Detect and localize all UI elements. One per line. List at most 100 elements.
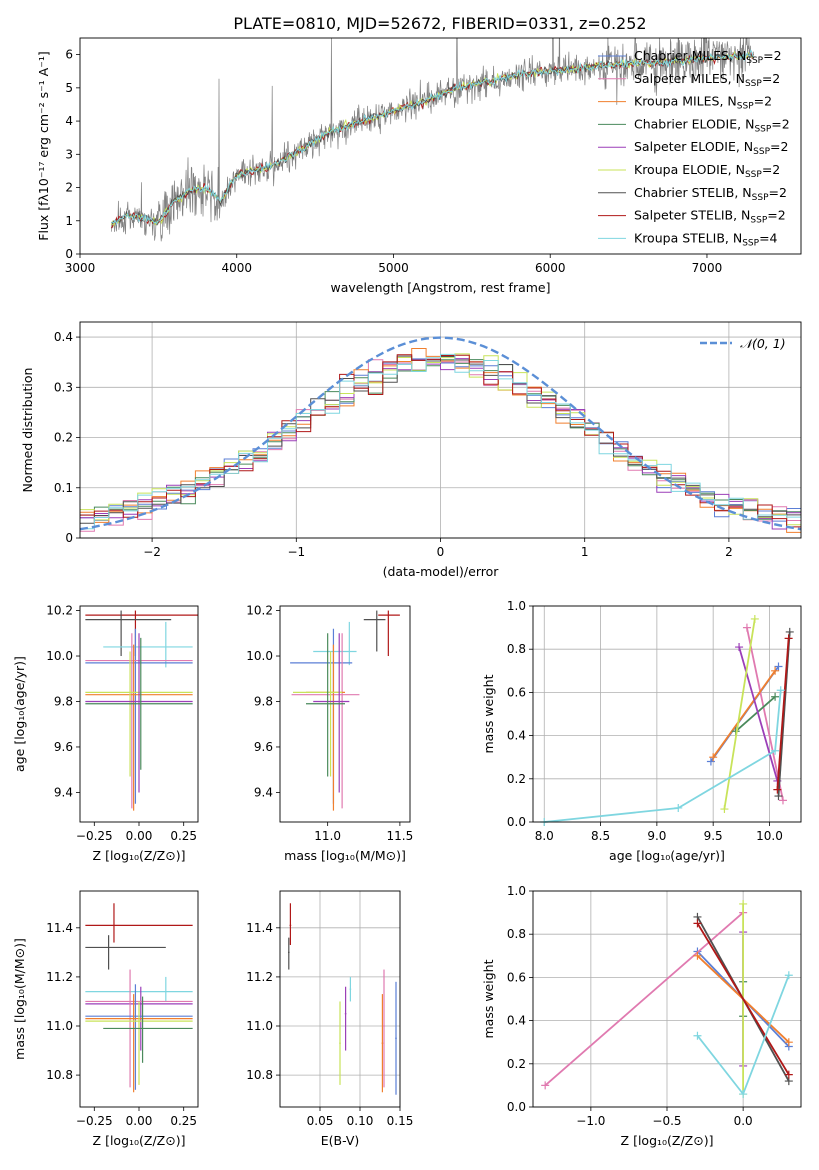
y-tick-label: 11.2	[246, 970, 273, 984]
y-tick-label: 1	[65, 214, 73, 228]
weight-marker	[771, 746, 780, 755]
y-axis-label: mass [log₁₀(M/M⊙)]	[12, 938, 27, 1060]
y-tick-label: 0.6	[507, 685, 526, 699]
y-axis-label: mass weight	[481, 959, 496, 1038]
histogram-step	[80, 353, 801, 530]
y-tick-label: 10.8	[246, 1068, 273, 1082]
x-tick-label: 4000	[221, 261, 252, 275]
x-tick-label: 2	[725, 545, 733, 559]
weight-marker	[784, 971, 793, 980]
x-tick-label: 3000	[65, 261, 96, 275]
y-tick-label: 5	[65, 81, 73, 95]
axes-frame	[532, 890, 802, 1108]
data-spectrum-line	[110, 38, 755, 242]
y-tick-label: 10.2	[246, 604, 273, 618]
y-tick-label: 0	[65, 247, 73, 261]
y-tick-label: 0.1	[54, 481, 73, 495]
x-tick-label: 10.0	[756, 829, 783, 843]
x-tick-label: 5000	[378, 261, 409, 275]
x-tick-label: 0.10	[347, 1114, 374, 1128]
weight-line	[776, 638, 790, 790]
legend-entry: Chabrier ELODIE, NSSP=2	[634, 116, 790, 134]
weight-marker	[693, 1031, 702, 1040]
y-tick-label: 1.0	[507, 884, 526, 898]
y-tick-label: 10.0	[46, 649, 73, 663]
axes-frame	[279, 605, 411, 823]
spectrum-panel: 3000 4000 5000 6000 7000 0 1 2 3 4 5 6 wavelength [A…	[36, 37, 802, 295]
age-vs-Z-panel: −0.25 0.00 0.25 9.4 9.6 9.8 10.0 10.2 Z [log₁₀(Z…	[12, 604, 199, 863]
x-axis-label: Z [log₁₀(Z/Z⊙)]	[93, 1133, 186, 1148]
weight-line	[544, 690, 782, 823]
x-tick-label: −1	[287, 545, 305, 559]
y-axis-label: age [log₁₀(age/yr)]	[12, 656, 27, 772]
axes-frame	[279, 890, 401, 1108]
y-tick-label: 0.4	[507, 729, 526, 743]
y-tick-label: 4	[65, 114, 73, 128]
x-tick-label: 11.0	[314, 829, 341, 843]
x-tick-label: 1	[581, 545, 589, 559]
y-tick-label: 10.2	[46, 604, 73, 618]
weight-marker	[785, 627, 794, 636]
x-tick-label: 0.15	[387, 1114, 414, 1128]
y-axis-label: Normed distribution	[20, 368, 35, 493]
axes-frame	[79, 321, 802, 539]
legend-entry: Kroupa ELODIE, NSSP=2	[634, 162, 780, 180]
x-tick-label: −2	[143, 545, 161, 559]
weight-marker	[739, 1090, 748, 1099]
y-tick-label: 2	[65, 181, 73, 195]
y-tick-label: 9.6	[254, 740, 273, 754]
x-tick-label: 0.25	[170, 1114, 197, 1128]
weight-marker	[773, 785, 782, 794]
legend-entry: Kroupa MILES, NSSP=2	[634, 94, 772, 112]
weight-marker	[750, 614, 759, 623]
weight-marker	[784, 1038, 793, 1047]
weight-line	[712, 670, 776, 758]
y-tick-label: 10.0	[246, 649, 273, 663]
x-tick-label: 0.00	[126, 829, 153, 843]
y-tick-label: 0.0	[507, 815, 526, 829]
weight-marker	[709, 753, 718, 762]
x-axis-label: wavelength [Angstrom, rest frame]	[330, 280, 550, 295]
y-tick-label: 9.6	[54, 740, 73, 754]
weight-marker	[739, 899, 748, 908]
weight-marker	[720, 805, 729, 814]
axes-frame	[79, 605, 199, 823]
x-tick-label: 8.5	[591, 829, 610, 843]
weight-marker	[541, 1081, 550, 1090]
y-tick-label: 10.8	[46, 1068, 73, 1082]
weight-line	[735, 696, 776, 732]
weight-marker	[693, 951, 702, 960]
x-tick-label: −1.0	[576, 1114, 605, 1128]
x-tick-label: 0.00	[126, 1114, 153, 1128]
legend-entry: Salpeter MILES, NSSP=2	[634, 71, 780, 89]
x-axis-label: Z [log₁₀(Z/Z⊙)]	[93, 848, 186, 863]
x-tick-label: 0.05	[307, 1114, 334, 1128]
weight-marker	[693, 919, 702, 928]
y-tick-label: 6	[65, 48, 73, 62]
weight-marker	[674, 803, 683, 812]
x-axis-label: Z [log₁₀(Z/Z⊙)]	[621, 1133, 714, 1148]
x-tick-label: −0.25	[76, 1114, 113, 1128]
age-vs-mass-panel: 11.0 11.5 9.4 9.6 9.8 10.0 10.2 mass [log₁₀(M/M…	[246, 604, 413, 863]
legend-entry: Salpeter ELODIE, NSSP=2	[634, 139, 788, 157]
x-axis-label: mass [log₁₀(M/M⊙)]	[284, 848, 406, 863]
y-tick-label: 0.6	[507, 970, 526, 984]
weight-vs-age-panel: 8.0 8.5 9.0 9.5 10.0 0.0 0.2 0.4 0.6 0.8 1.0 age [l…	[481, 599, 802, 863]
figure-title: PLATE=0810, MJD=52672, FIBERID=0331, z=0…	[233, 14, 646, 33]
weight-marker	[771, 692, 780, 701]
weight-marker	[776, 686, 785, 695]
weight-line	[746, 627, 784, 801]
axes-frame	[532, 605, 802, 823]
weight-line	[696, 922, 790, 1076]
x-tick-label: 0	[437, 545, 445, 559]
x-axis-label: age [log₁₀(age/yr)]	[609, 848, 725, 863]
weight-line	[544, 911, 744, 1087]
mass-vs-Z-panel: −0.25 0.00 0.25 10.8 11.0 11.2 11.4 Z [log₁₀(Z/…	[12, 890, 199, 1148]
y-tick-label: 0.0	[507, 1100, 526, 1114]
weight-marker	[735, 643, 744, 652]
weight-marker	[778, 796, 787, 805]
x-tick-label: 6000	[535, 261, 566, 275]
x-tick-label: 11.5	[387, 829, 414, 843]
normal-curve	[79, 336, 802, 531]
